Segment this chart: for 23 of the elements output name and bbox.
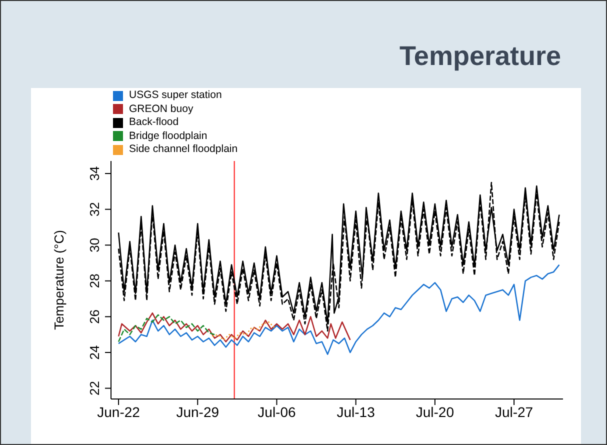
x-tick-label: Jun-22: [97, 404, 140, 420]
legend-label: GREON buoy: [129, 102, 194, 116]
line-series: [212, 321, 276, 341]
chart-title: Temperature: [398, 41, 561, 72]
x-tick-label: Jul-27: [494, 404, 534, 420]
y-tick-label: 28: [87, 274, 102, 288]
legend-label: Bridge floodplain: [129, 130, 208, 143]
x-tick-label: Jul-20: [416, 404, 454, 420]
legend-label: USGS super station: [129, 89, 222, 102]
y-tick-label: 30: [87, 238, 102, 252]
y-tick-label: 32: [87, 202, 102, 217]
y-axis-title: Temperature (°C): [52, 230, 67, 330]
x-tick-label: Jul-13: [336, 404, 376, 420]
legend-label: Back-flood: [129, 116, 179, 130]
x-tick-label: Jun-29: [176, 404, 220, 420]
line-series: [118, 314, 216, 342]
y-tick-label: 22: [87, 381, 102, 396]
x-tick-label: Jul-06: [258, 404, 296, 420]
y-tick-label: 26: [87, 309, 102, 324]
legend-label: Side channel floodplain: [129, 143, 238, 156]
y-tick-label: 34: [87, 166, 102, 181]
line-series: [118, 264, 560, 355]
y-tick-label: 24: [87, 345, 102, 360]
